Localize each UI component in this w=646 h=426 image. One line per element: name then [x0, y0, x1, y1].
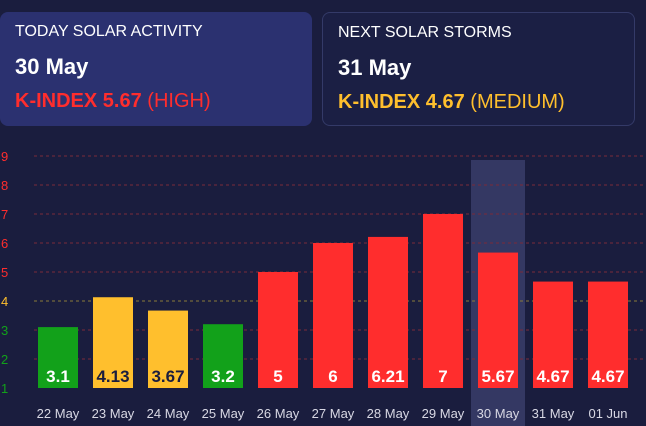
bar-value-label: 3.2 — [211, 367, 235, 386]
y-tick-label: 2 — [1, 352, 8, 367]
bar — [423, 214, 463, 388]
y-tick-label: 3 — [1, 323, 8, 338]
bar-value-label: 3.1 — [46, 367, 70, 386]
x-tick-label: 29 May — [422, 406, 465, 421]
k-index-bar-chart: 1 2 3 4 5 6 7 8 9 3.1 22 May 4.13 23 May 3.67 24 May 3.… — [1, 150, 646, 426]
x-tick-label: 01 Jun — [588, 406, 627, 421]
y-tick-label: 5 — [1, 265, 8, 280]
y-tick-label: 9 — [1, 150, 8, 164]
bar-value-label: 5 — [273, 367, 282, 386]
x-tick-label: 28 May — [367, 406, 410, 421]
bar-value-label: 6 — [328, 367, 337, 386]
bar — [203, 324, 243, 388]
bar — [533, 281, 573, 388]
bar-value-label: 4.13 — [96, 367, 129, 386]
next-k-index-value: K-INDEX 4.67 — [338, 91, 465, 113]
x-tick-label: 24 May — [147, 406, 190, 421]
bar-value-label: 5.67 — [481, 367, 514, 386]
today-activity-card: TODAY SOLAR ACTIVITY 30 May K-INDEX 5.67… — [0, 12, 312, 126]
x-tick-label: 26 May — [257, 406, 300, 421]
bar — [313, 243, 353, 388]
today-card-title: TODAY SOLAR ACTIVITY — [15, 23, 203, 40]
y-tick-label: 8 — [1, 178, 8, 193]
bar-value-label: 3.67 — [151, 367, 184, 386]
bar-value-label: 7 — [438, 367, 447, 386]
x-tick-label: 23 May — [92, 406, 135, 421]
next-storms-card: NEXT SOLAR STORMS 31 May K-INDEX 4.67 (M… — [322, 12, 635, 126]
x-tick-label: 30 May — [477, 406, 520, 421]
bar — [478, 252, 518, 388]
bar-value-label: 4.67 — [591, 367, 624, 386]
y-tick-label: 1 — [1, 381, 8, 396]
bar — [368, 236, 408, 388]
today-card-date: 30 May — [15, 54, 89, 79]
bar — [258, 272, 298, 388]
next-card-title: NEXT SOLAR STORMS — [338, 24, 512, 41]
x-tick-label: 27 May — [312, 406, 355, 421]
bar-value-label: 6.21 — [371, 367, 404, 386]
today-k-index: K-INDEX 5.67 (HIGH) — [15, 90, 211, 113]
bar — [93, 297, 133, 388]
bar — [148, 310, 188, 388]
y-tick-label: 7 — [1, 207, 8, 222]
x-tick-label: 25 May — [202, 406, 245, 421]
y-tick-label: 6 — [1, 236, 8, 251]
x-tick-label: 31 May — [532, 406, 575, 421]
next-k-index: K-INDEX 4.67 (MEDIUM) — [338, 91, 565, 114]
x-tick-label: 22 May — [37, 406, 80, 421]
next-card-date: 31 May — [338, 55, 412, 80]
bar — [588, 281, 628, 388]
today-k-index-level: (HIGH) — [147, 90, 211, 112]
today-k-index-value: K-INDEX 5.67 — [15, 90, 142, 112]
bar — [38, 327, 78, 388]
bar-value-label: 4.67 — [536, 367, 569, 386]
next-k-index-level: (MEDIUM) — [470, 91, 565, 113]
y-tick-label: 4 — [1, 294, 8, 309]
